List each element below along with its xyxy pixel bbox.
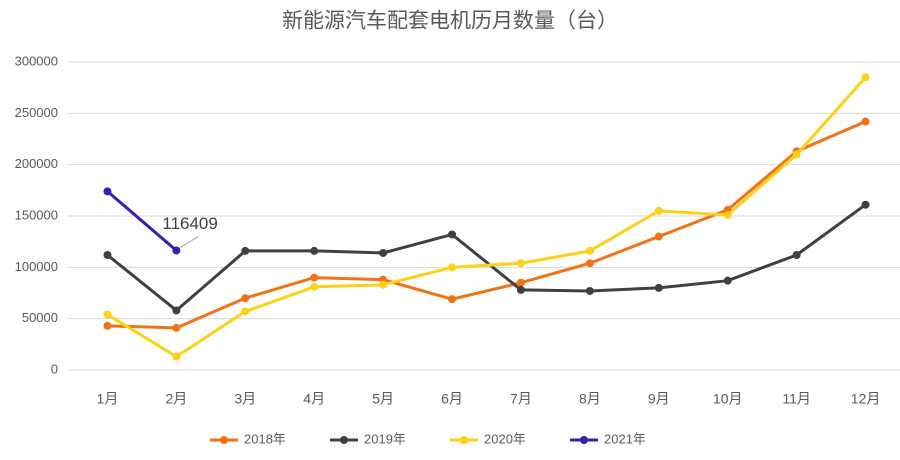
- chart-title: 新能源汽车配套电机历月数量（台）: [282, 10, 618, 33]
- data-point: [172, 246, 181, 255]
- data-label: 116409: [162, 214, 217, 233]
- data-point: [654, 283, 663, 292]
- data-point: [516, 259, 525, 268]
- data-point: [172, 306, 181, 315]
- legend-marker: [580, 436, 588, 444]
- data-point: [448, 263, 457, 272]
- data-point: [448, 230, 457, 239]
- legend-marker: [220, 436, 228, 444]
- x-tick-label: 2月: [165, 391, 187, 407]
- data-point: [241, 246, 250, 255]
- series-line: [106, 190, 178, 252]
- data-point: [516, 285, 525, 294]
- x-tick-label: 11月: [782, 391, 811, 407]
- data-point: [310, 246, 319, 255]
- data-point: [654, 232, 663, 241]
- y-tick-label: 200000: [15, 156, 58, 171]
- data-point: [241, 307, 250, 316]
- x-tick-label: 10月: [713, 391, 743, 407]
- data-point: [585, 286, 594, 295]
- x-tick-label: 5月: [372, 391, 394, 407]
- legend-label: 2020年: [484, 431, 526, 446]
- x-tick-label: 3月: [234, 391, 256, 407]
- legend-marker: [460, 436, 468, 444]
- data-point: [723, 210, 732, 219]
- data-point: [379, 280, 388, 289]
- data-point: [310, 273, 319, 282]
- data-point: [103, 251, 112, 260]
- x-tick-label: 4月: [303, 391, 325, 407]
- data-point: [103, 321, 112, 330]
- y-tick-label: 300000: [15, 53, 58, 68]
- data-point: [585, 259, 594, 268]
- x-tick-label: 7月: [510, 391, 532, 407]
- data-point: [448, 295, 457, 304]
- data-point: [241, 294, 250, 303]
- data-point: [172, 323, 181, 332]
- data-point: [585, 246, 594, 255]
- y-tick-label: 250000: [15, 105, 58, 120]
- legend-label: 2019年: [364, 431, 406, 446]
- y-tick-label: 100000: [15, 259, 58, 274]
- data-point: [792, 251, 801, 260]
- data-point: [103, 187, 112, 196]
- series-line: [107, 120, 867, 330]
- legend-label: 2018年: [244, 431, 286, 446]
- data-point: [861, 73, 870, 82]
- y-tick-label: 150000: [15, 207, 58, 222]
- y-tick-label: 0: [51, 361, 58, 376]
- x-tick-label: 9月: [648, 391, 670, 407]
- data-point: [379, 248, 388, 257]
- data-point: [103, 310, 112, 319]
- y-tick-label: 50000: [22, 310, 58, 325]
- data-point: [861, 117, 870, 126]
- series-line: [106, 76, 867, 359]
- legend-label: 2021年: [604, 431, 646, 446]
- label-leader: [180, 236, 199, 248]
- data-point: [310, 282, 319, 291]
- data-point: [172, 352, 181, 361]
- data-point: [516, 278, 525, 287]
- x-tick-label: 6月: [441, 391, 463, 407]
- data-point: [723, 276, 732, 285]
- x-tick-label: 8月: [579, 391, 601, 407]
- data-point: [861, 200, 870, 209]
- legend-marker: [340, 436, 348, 444]
- series-line: [106, 203, 867, 313]
- x-tick-label: 12月: [851, 391, 881, 407]
- data-point: [654, 206, 663, 215]
- x-tick-label: 1月: [97, 391, 119, 407]
- data-point: [792, 150, 801, 159]
